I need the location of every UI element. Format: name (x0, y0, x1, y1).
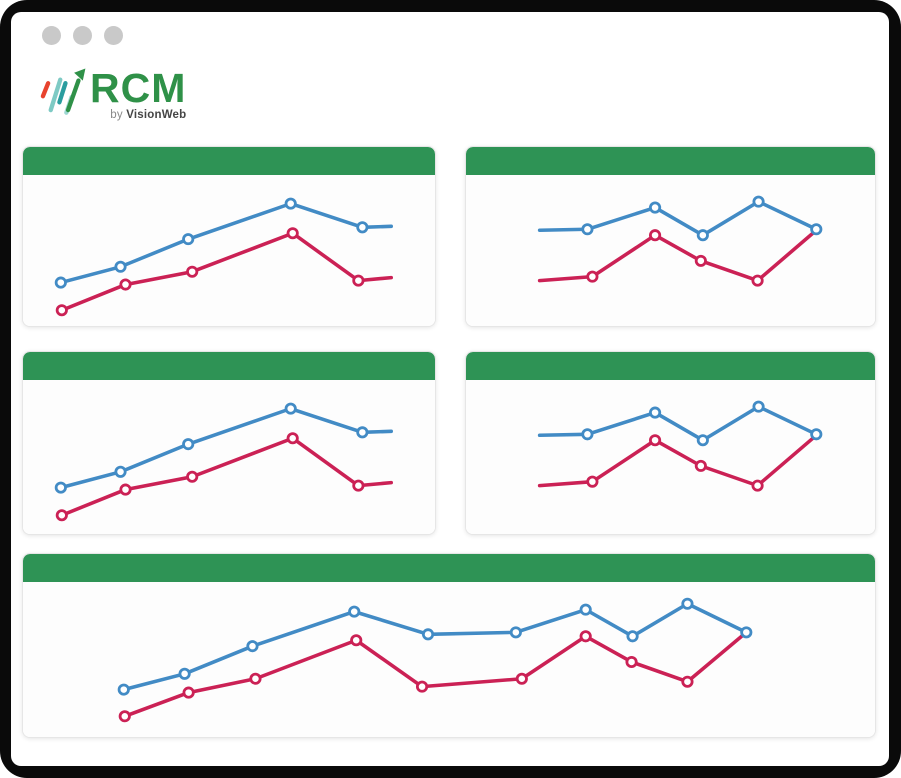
card-body (466, 175, 875, 326)
line-chart (537, 400, 823, 492)
window-control-dot[interactable] (73, 26, 92, 45)
card-body (23, 582, 875, 737)
logo-title: RCM (90, 65, 187, 111)
window-controls (42, 26, 123, 45)
logo: RCM by VisionWeb (36, 65, 186, 121)
logo-tagline-name: VisionWeb (126, 108, 187, 121)
chart-card-mid-left (22, 351, 436, 535)
growth-bars-arrow-icon (40, 68, 86, 115)
line-chart (117, 597, 753, 723)
window-control-dot[interactable] (104, 26, 123, 45)
window-control-dot[interactable] (42, 26, 61, 45)
card-header-bar (23, 147, 435, 175)
card-header-bar (466, 147, 875, 175)
browser-window: RCM by VisionWeb (11, 12, 889, 766)
line-chart (54, 197, 394, 317)
chart-card-top-right (465, 146, 876, 327)
card-body (23, 380, 435, 534)
logo-tagline-by: by (110, 108, 127, 121)
card-header-bar (23, 554, 875, 582)
line-chart (54, 402, 394, 522)
chart-card-bottom-wide (22, 553, 876, 738)
card-body (466, 380, 875, 534)
chart-card-mid-right (465, 351, 876, 535)
card-header-bar (23, 352, 435, 380)
logo-tagline: by VisionWeb (110, 109, 186, 121)
chart-card-top-left (22, 146, 436, 327)
logo-text: RCM by VisionWeb (90, 65, 187, 121)
line-chart (537, 195, 823, 287)
card-body (23, 175, 435, 326)
card-header-bar (466, 352, 875, 380)
